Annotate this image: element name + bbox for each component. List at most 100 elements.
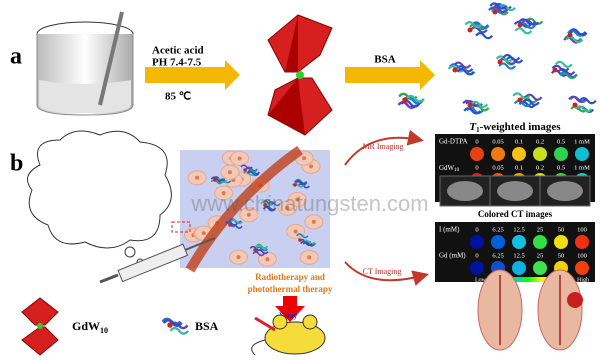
nucleus: [195, 175, 200, 180]
sample-well: [512, 235, 526, 249]
condition: Acetic acid: [152, 45, 204, 57]
cloud: [27, 130, 172, 249]
nucleus: [309, 164, 314, 169]
protein-core: [253, 248, 257, 252]
protein-core: [298, 238, 302, 242]
protein-strand: [502, 53, 521, 62]
nucleus: [201, 231, 206, 236]
nucleus: [307, 255, 312, 260]
legend-text: GdW: [72, 319, 100, 333]
panel-label: b: [10, 151, 23, 177]
protein-strand: [456, 68, 475, 76]
protein-strand: [240, 164, 253, 170]
protein-core: [167, 322, 173, 328]
protein-strand: [405, 94, 425, 103]
protein-core: [467, 27, 473, 33]
concentration: 0.2: [536, 164, 544, 171]
sample-well: [533, 235, 547, 249]
protein-strand: [513, 99, 532, 108]
protein-strand: [568, 28, 587, 36]
panel-title-text: 1: [476, 126, 480, 134]
concentration: 0.05: [492, 138, 503, 145]
protein-strand: [225, 220, 238, 226]
protein-strand: [489, 2, 508, 10]
protein-strand: [498, 4, 516, 12]
protein-strand: [268, 201, 281, 207]
nucleus: [293, 229, 298, 234]
row-label-text: GdW: [439, 164, 455, 172]
arrow: [345, 60, 435, 90]
panel-title-text: T: [469, 121, 477, 133]
protein-core: [497, 59, 503, 65]
protein-strand: [524, 93, 543, 101]
concentration: 100: [577, 252, 587, 259]
concentration: 50: [558, 226, 565, 233]
step-label: BSA: [374, 54, 395, 66]
concentration: 0.1: [515, 138, 523, 145]
protein-strand: [554, 60, 573, 68]
protein-core: [228, 223, 232, 227]
protein-core: [492, 9, 498, 15]
protein-strand: [256, 249, 269, 255]
mri-image: [547, 181, 583, 201]
sample-well: [575, 235, 589, 249]
nucleus: [221, 191, 226, 196]
cloud: [124, 246, 136, 258]
protein-core: [567, 32, 573, 38]
mri-image: [447, 181, 483, 201]
legend-label: BSA: [195, 319, 219, 333]
nucleus: [246, 212, 251, 217]
concentration: 0.5: [557, 138, 565, 145]
protein-strand: [210, 179, 224, 185]
protein-core: [552, 67, 558, 73]
nucleus: [236, 255, 241, 260]
panel-title-text: -weighted images: [480, 121, 562, 133]
protein-strand: [210, 176, 224, 182]
protein-strand: [469, 26, 488, 34]
concentration: 0.05: [492, 164, 503, 171]
sample-well: [533, 261, 547, 275]
xray-label: X-ray: [279, 311, 298, 320]
sample-well: [554, 147, 568, 161]
mice-ct: [477, 269, 583, 351]
nucleus: [265, 257, 270, 262]
nucleus: [227, 170, 232, 175]
concentration: 1 mM: [574, 164, 590, 171]
row-label: Gd-DTPA: [439, 138, 468, 146]
protein-strand: [574, 105, 593, 113]
panel-title: T1-weighted images: [469, 121, 561, 134]
concentration: 0: [475, 138, 478, 145]
protein-core: [517, 22, 523, 28]
protein-strand: [514, 27, 533, 35]
protein-strand: [565, 36, 584, 44]
arrow-label: MR Imaging: [362, 142, 403, 151]
protein-strand: [295, 180, 308, 186]
legend-text: 10: [100, 326, 108, 335]
concentration: 0.1: [515, 164, 523, 171]
sample-well: [554, 235, 568, 249]
protein-strand: [490, 5, 509, 14]
concentration: 0: [475, 252, 478, 259]
legend-gdw: [21, 297, 59, 356]
protein-strand: [518, 18, 537, 26]
condition: PH 7.4-7.5: [152, 57, 202, 69]
concentration: 6.25: [492, 226, 503, 233]
protein-strand: [551, 64, 570, 72]
sample-well: [575, 147, 589, 161]
protein-strand: [296, 233, 309, 239]
protein-strand: [498, 62, 517, 70]
scale-high: High: [577, 277, 589, 283]
protein-strand: [475, 32, 494, 40]
row-label: I (mM): [439, 226, 460, 234]
protein-strand: [463, 107, 482, 115]
protein-core: [572, 102, 578, 108]
sample-well: [491, 147, 505, 161]
nucleus: [237, 156, 242, 161]
protein-strand: [162, 319, 183, 328]
nucleus: [302, 156, 307, 161]
concentration: 0: [475, 164, 478, 171]
arrow: [275, 296, 305, 322]
concentration: 100: [577, 226, 587, 233]
concentration: 0.5: [557, 164, 565, 171]
